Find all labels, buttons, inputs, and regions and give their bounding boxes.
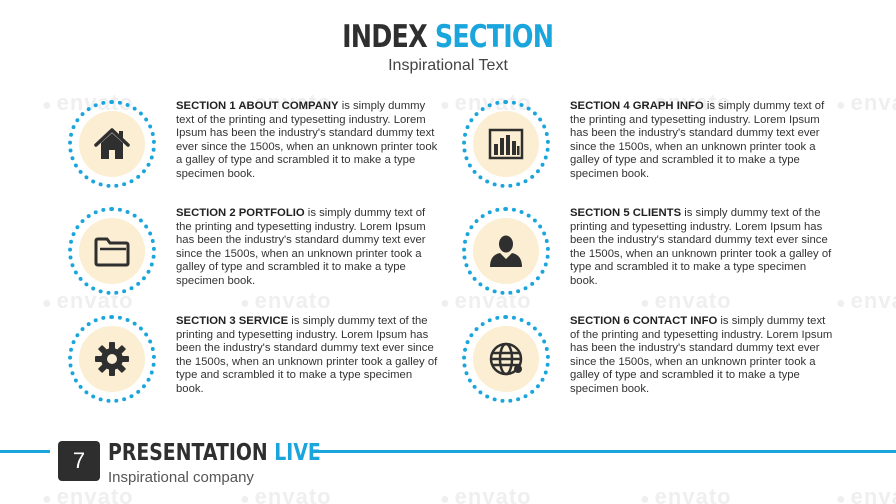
page-subtitle: Inspirational Text: [388, 57, 508, 74]
globe-icon: [489, 342, 523, 376]
bar-chart-icon: [488, 128, 524, 160]
section-body: is simply dummy text of the printing and…: [570, 100, 825, 180]
icon-circle: [68, 207, 156, 295]
watermark: envato: [836, 484, 896, 504]
section-item-contact-info: SECTION 6 CONTACT INFO is simply dummy t…: [462, 315, 862, 415]
icon-circle: [462, 315, 550, 403]
page-title: INDEX SECTION: [342, 18, 554, 56]
title-accent-part: SECTION: [435, 19, 554, 55]
section-text: SECTION 2 PORTFOLIO is simply dummy text…: [176, 207, 442, 289]
section-item-clients: SECTION 5 CLIENTS is simply dummy text o…: [462, 207, 862, 307]
section-text: SECTION 4 GRAPH INFO is simply dummy tex…: [570, 100, 836, 182]
page-header: INDEX SECTION Inspirational Text: [0, 18, 896, 75]
section-body: is simply dummy text of the printing and…: [176, 315, 438, 395]
section-item-about-company: SECTION 1 ABOUT COMPANY is simply dummy …: [68, 100, 468, 200]
section-heading: SECTION 6 CONTACT INFO: [570, 315, 718, 327]
icon-circle: [68, 100, 156, 188]
icon-circle-inner: [79, 326, 145, 392]
section-item-service: SECTION 3 SERVICE is simply dummy text o…: [68, 315, 468, 415]
footer-title-accent-part: LIVE: [274, 440, 321, 466]
section-heading: SECTION 5 CLIENTS: [570, 207, 682, 219]
folder-icon: [94, 237, 130, 267]
icon-circle-inner: [79, 111, 145, 177]
section-body: is simply dummy text of the printing and…: [570, 207, 832, 287]
section-heading: SECTION 3 SERVICE: [176, 315, 289, 327]
icon-circle: [462, 207, 550, 295]
section-body: is simply dummy text of the printing and…: [176, 207, 426, 287]
footer-divider-right: [310, 450, 896, 453]
gear-icon: [95, 342, 129, 376]
section-text: SECTION 5 CLIENTS is simply dummy text o…: [570, 207, 836, 289]
icon-circle-inner: [473, 218, 539, 284]
footer-title: PRESENTATION LIVE: [108, 438, 321, 468]
watermark: envato: [440, 484, 532, 504]
section-body: is simply dummy text of the printing and…: [570, 315, 833, 395]
watermark: envato: [42, 484, 134, 504]
icon-circle-inner: [473, 326, 539, 392]
section-text: SECTION 3 SERVICE is simply dummy text o…: [176, 315, 442, 397]
watermark: envato: [240, 484, 332, 504]
section-body: is simply dummy text of the printing and…: [176, 100, 438, 180]
home-icon: [94, 128, 130, 159]
icon-circle: [68, 315, 156, 403]
watermark: envato: [640, 484, 732, 504]
footer-subtitle: Inspirational company: [108, 469, 254, 486]
footer-divider-left: [0, 450, 50, 453]
section-text: SECTION 6 CONTACT INFO is simply dummy t…: [570, 315, 836, 397]
footer-title-dark-part: PRESENTATION: [108, 440, 268, 466]
icon-circle-inner: [473, 111, 539, 177]
icon-circle: [462, 100, 550, 188]
section-item-portfolio: SECTION 2 PORTFOLIO is simply dummy text…: [68, 207, 468, 307]
page-number-badge: 7: [58, 441, 100, 481]
icon-circle-inner: [79, 218, 145, 284]
section-heading: SECTION 1 ABOUT COMPANY: [176, 100, 339, 112]
section-heading: SECTION 4 GRAPH INFO: [570, 100, 704, 112]
section-text: SECTION 1 ABOUT COMPANY is simply dummy …: [176, 100, 442, 182]
section-heading: SECTION 2 PORTFOLIO: [176, 207, 305, 219]
user-icon: [490, 235, 522, 267]
section-item-graph-info: SECTION 4 GRAPH INFO is simply dummy tex…: [462, 100, 862, 200]
title-dark-part: INDEX: [342, 19, 428, 55]
